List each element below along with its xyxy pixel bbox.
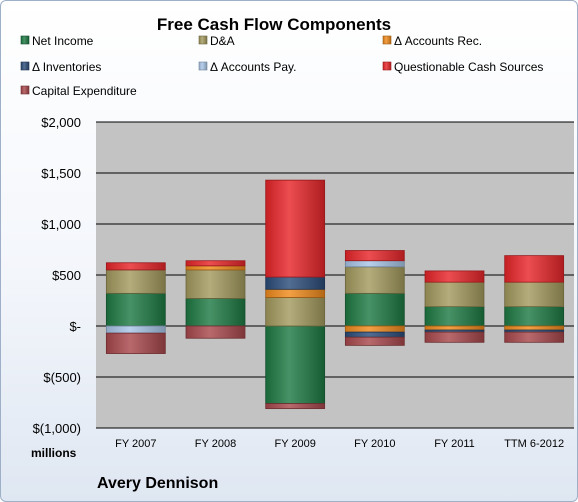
bar-delta-accounts-rec-ttm-6-2012 — [504, 325, 565, 331]
bar-capital-expenditure-fy-2011 — [424, 331, 485, 343]
legend-item-d-a: D&A — [198, 34, 235, 48]
chart-title: Free Cash Flow Components — [157, 15, 391, 34]
x-tick-label: FY 2008 — [195, 438, 236, 450]
bar-questionable-cash-sources-fy-2009 — [265, 179, 326, 278]
gridlines — [96, 121, 574, 429]
legend-label: Δ Accounts Pay. — [210, 60, 297, 74]
legend-swatch — [198, 35, 208, 45]
legend-label: Questionable Cash Sources — [394, 60, 543, 74]
bar-d-a-fy-2011 — [424, 281, 485, 308]
bar-questionable-cash-sources-fy-2008 — [185, 260, 246, 267]
unit-label: millions — [31, 446, 77, 460]
legend-label: Δ Inventories — [32, 60, 101, 74]
y-tick-label: $1,500 — [41, 166, 81, 181]
legend-swatch — [198, 61, 208, 71]
y-tick-label: $(500) — [43, 370, 81, 385]
bar-d-a-fy-2008 — [185, 269, 246, 299]
legend-label: Δ Accounts Rec. — [394, 34, 482, 48]
legend-swatch — [20, 35, 30, 45]
y-tick-label: $1,000 — [41, 217, 81, 232]
legend-label: Capital Expenditure — [32, 84, 137, 98]
legend-swatch — [20, 61, 30, 71]
legend-item-delta-accounts-rec: Δ Accounts Rec. — [382, 34, 482, 48]
bar-net-income-fy-2008 — [185, 298, 246, 327]
bar-d-a-ttm-6-2012 — [504, 281, 565, 308]
y-tick-label: $2,000 — [41, 115, 81, 130]
bar-net-income-fy-2007 — [105, 292, 166, 327]
bar-capital-expenditure-fy-2009 — [265, 403, 326, 410]
legend-label: Net Income — [32, 34, 94, 48]
bar-questionable-cash-sources-ttm-6-2012 — [504, 255, 565, 283]
legend-item-delta-inventories: Δ Inventories — [20, 60, 101, 74]
company-name: Avery Dennison — [97, 475, 218, 492]
bar-questionable-cash-sources-fy-2010 — [344, 250, 405, 262]
bars — [105, 179, 565, 410]
bar-capital-expenditure-ttm-6-2012 — [504, 331, 565, 343]
legend-swatch — [382, 61, 392, 71]
legend-item-capital-expenditure: Capital Expenditure — [20, 84, 137, 98]
bar-delta-accounts-rec-fy-2009 — [265, 288, 326, 298]
bar-capital-expenditure-fy-2008 — [185, 325, 246, 339]
legend: Net Income D&A Δ Accounts Rec. Δ Inventorie… — [20, 34, 543, 98]
bar-delta-accounts-pay-fy-2010 — [344, 260, 405, 268]
bar-delta-inventories-fy-2010 — [344, 331, 405, 338]
bar-d-a-fy-2010 — [344, 266, 405, 294]
bar-d-a-fy-2007 — [105, 269, 166, 294]
bar-questionable-cash-sources-fy-2011 — [424, 270, 485, 283]
bar-delta-accounts-rec-fy-2010 — [344, 325, 405, 333]
bar-delta-inventories-fy-2009 — [265, 276, 326, 290]
legend-label: D&A — [210, 34, 235, 48]
x-tick-label: FY 2009 — [274, 438, 315, 450]
bar-d-a-fy-2009 — [265, 297, 326, 327]
y-tick-label: $500 — [52, 268, 81, 283]
bar-capital-expenditure-fy-2010 — [344, 336, 405, 346]
bar-net-income-fy-2010 — [344, 292, 405, 327]
x-tick-label: FY 2007 — [115, 438, 156, 450]
bar-questionable-cash-sources-fy-2007 — [105, 262, 166, 271]
bar-net-income-fy-2009 — [265, 325, 326, 404]
y-tick-label: $- — [69, 319, 81, 334]
bar-capital-expenditure-fy-2007 — [105, 332, 166, 354]
legend-item-questionable-cash-sources: Questionable Cash Sources — [382, 60, 543, 74]
y-axis-ticks: $2,000 $1,500 $1,000 $500 $- $(500) $(1,000) — [33, 115, 81, 436]
x-tick-label: FY 2010 — [354, 438, 395, 450]
legend-item-net-income: Net Income — [20, 34, 94, 48]
legend-swatch — [382, 35, 392, 45]
bar-delta-accounts-rec-fy-2011 — [424, 325, 485, 331]
bar-net-income-fy-2011 — [424, 306, 485, 327]
x-tick-label: FY 2011 — [434, 438, 475, 450]
bar-net-income-ttm-6-2012 — [504, 306, 565, 327]
x-axis-ticks: FY 2007 FY 2008 FY 2009 FY 2010 FY 2011 TTM 6… — [115, 438, 564, 450]
bar-delta-accounts-pay-fy-2007 — [105, 325, 166, 334]
x-tick-label: TTM 6-2012 — [504, 438, 564, 450]
y-tick-label: $(1,000) — [33, 421, 81, 436]
legend-swatch — [20, 85, 30, 95]
legend-item-delta-accounts-pay: Δ Accounts Pay. — [198, 60, 297, 74]
bar-delta-accounts-rec-fy-2008 — [185, 265, 246, 271]
